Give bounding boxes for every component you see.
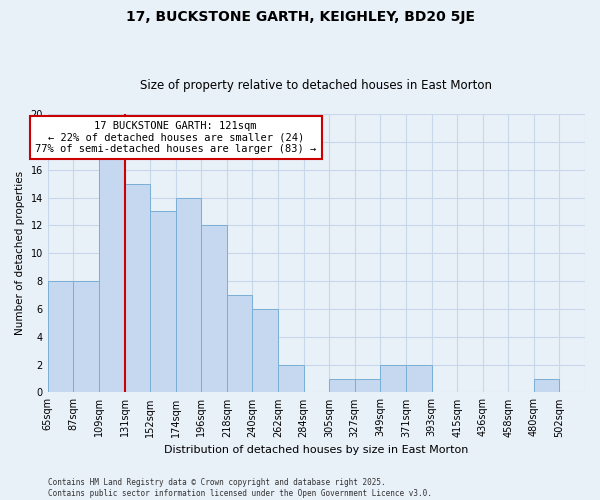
Text: Contains HM Land Registry data © Crown copyright and database right 2025.
Contai: Contains HM Land Registry data © Crown c…: [48, 478, 432, 498]
Title: Size of property relative to detached houses in East Morton: Size of property relative to detached ho…: [140, 79, 493, 92]
Bar: [278, 364, 304, 392]
Text: 17, BUCKSTONE GARTH, KEIGHLEY, BD20 5JE: 17, BUCKSTONE GARTH, KEIGHLEY, BD20 5JE: [125, 10, 475, 24]
Bar: [329, 378, 355, 392]
Bar: [176, 198, 201, 392]
Text: 17 BUCKSTONE GARTH: 121sqm
← 22% of detached houses are smaller (24)
77% of semi: 17 BUCKSTONE GARTH: 121sqm ← 22% of deta…: [35, 121, 316, 154]
Bar: [150, 212, 176, 392]
Bar: [534, 378, 559, 392]
Bar: [355, 378, 380, 392]
Bar: [73, 281, 99, 392]
Bar: [201, 226, 227, 392]
Bar: [227, 295, 253, 392]
Bar: [48, 281, 73, 392]
X-axis label: Distribution of detached houses by size in East Morton: Distribution of detached houses by size …: [164, 445, 469, 455]
Bar: [99, 156, 125, 392]
Bar: [253, 309, 278, 392]
Bar: [380, 364, 406, 392]
Y-axis label: Number of detached properties: Number of detached properties: [15, 171, 25, 336]
Bar: [125, 184, 150, 392]
Bar: [406, 364, 431, 392]
